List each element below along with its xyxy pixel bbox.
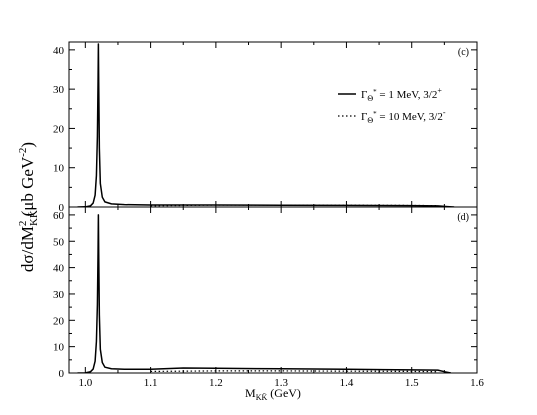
y-tick-label: 20 <box>53 315 65 327</box>
y-tick-label: 60 <box>53 210 65 222</box>
y-tick-label: 10 <box>53 163 65 175</box>
panel-label-d: (d) <box>457 212 469 223</box>
y-tick-label: 0 <box>59 202 65 214</box>
series-dotted-panel-d <box>150 370 438 373</box>
legend-label-solid: ΓΘ* = 1 MeV, 3/2+ <box>361 86 442 103</box>
y-tick-label: 40 <box>53 45 65 57</box>
panel-c: 0 10 20 30 40 (c) <box>53 41 478 214</box>
panel-d-frame <box>68 206 478 374</box>
x-tick-label: 1.4 <box>340 377 354 389</box>
y-tick-label: 40 <box>53 263 65 275</box>
y-tick-label: 0 <box>59 368 65 380</box>
legend-label-dotted: ΓΘ* = 10 MeV, 3/2- <box>361 108 446 125</box>
x-tick-label: 1.0 <box>78 377 92 389</box>
y-tick-label: 50 <box>53 236 65 248</box>
y-tick-label: 20 <box>53 123 65 135</box>
x-tick-label: 1.2 <box>209 377 223 389</box>
panel-label-c: (c) <box>458 47 469 58</box>
x-axis-label: MKK̄ (GeV) <box>245 386 301 402</box>
y-axis-label: dσ/dMKK̄2 (μb GeV-2) <box>17 142 40 272</box>
series-solid-panel-d <box>77 214 452 373</box>
y-tick-label: 30 <box>53 84 65 96</box>
y-tick-label: 10 <box>53 342 65 354</box>
x-tick-label: 1.3 <box>274 377 288 389</box>
x-tick-label: 1.1 <box>144 377 158 389</box>
series-solid-panel-c <box>77 43 455 207</box>
panel-c-frame <box>68 41 478 208</box>
panel-d: 0 10 20 30 40 50 60 1.0 1.1 1.2 1.3 1.4 1.5 1.6 (d) <box>53 206 484 389</box>
y-tick-label: 30 <box>53 289 65 301</box>
series-dotted-panel-c <box>150 204 438 207</box>
x-tick-label: 1.5 <box>405 377 419 389</box>
legend: ΓΘ* = 1 MeV, 3/2+ ΓΘ* = 10 MeV, 3/2- <box>338 86 446 125</box>
x-tick-label: 1.6 <box>470 377 484 389</box>
